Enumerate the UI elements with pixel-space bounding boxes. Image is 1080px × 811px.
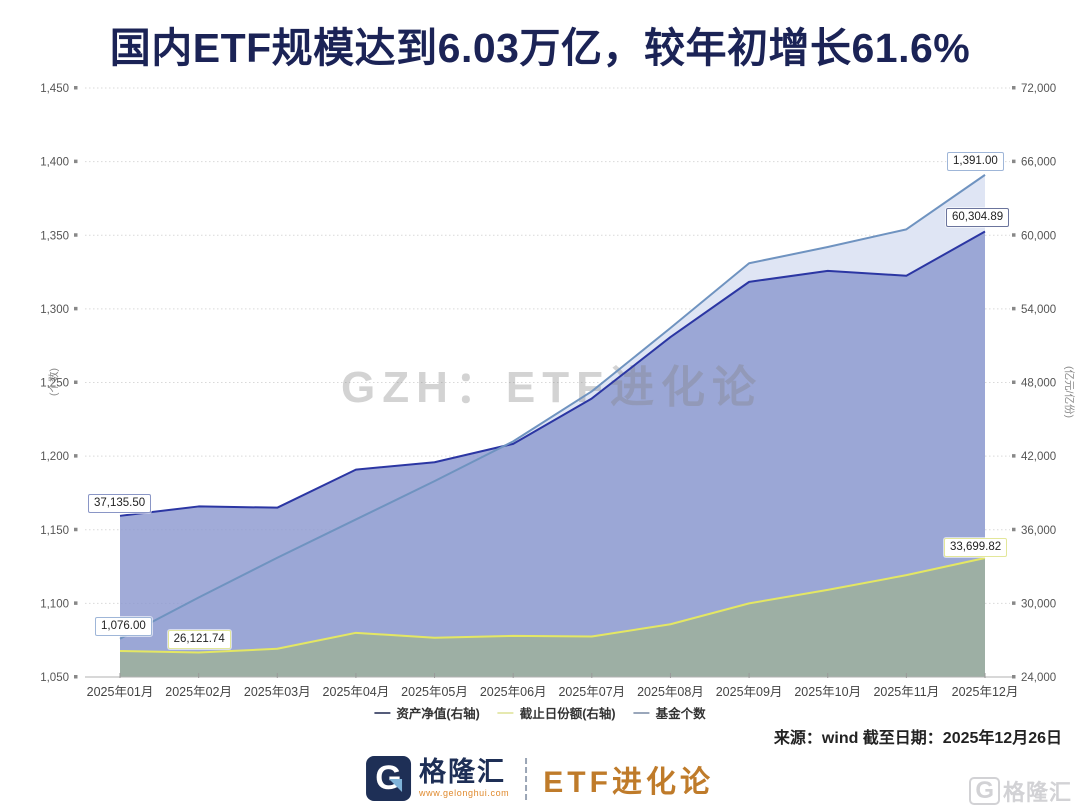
page-title: 国内ETF规模达到6.03万亿，较年初增长61.6% bbox=[109, 25, 971, 71]
legend-item: 截止日份额(右轴) bbox=[497, 703, 616, 722]
left-axis-tick-label: 1,450 bbox=[40, 83, 69, 95]
x-axis-tick-label: 2025年04月 bbox=[323, 685, 390, 699]
right-tick-marker bbox=[1012, 86, 1016, 90]
right-axis-tick-label: 60,000 bbox=[1021, 230, 1056, 242]
left-axis-tick-label: 1,350 bbox=[40, 230, 69, 242]
series-line-2 bbox=[119, 174, 986, 640]
brand-url: www.gelonghui.com bbox=[419, 788, 510, 798]
left-axis-tick-label: 1,400 bbox=[40, 157, 69, 169]
right-tick-marker bbox=[1012, 675, 1016, 679]
left-tick-marker bbox=[74, 675, 78, 679]
legend-item: 基金个数 bbox=[633, 703, 706, 722]
legend-item: 资产净值(右轴) bbox=[374, 703, 480, 722]
x-axis-tick-label: 2025年05月 bbox=[401, 685, 468, 699]
left-axis-tick-label: 1,150 bbox=[40, 525, 69, 537]
right-tick-marker bbox=[1012, 159, 1016, 164]
x-axis-tick-label: 2025年06月 bbox=[480, 685, 547, 699]
left-tick-marker bbox=[74, 601, 78, 605]
source-note: 来源：wind 截至日期：2025年12月26日 bbox=[773, 730, 1062, 747]
left-tick-marker bbox=[74, 454, 78, 458]
x-axis-tick-label: 2025年03月 bbox=[244, 685, 311, 699]
x-axis-tick-label: 2025年01月 bbox=[87, 685, 154, 699]
point-label: 60,304.89 bbox=[946, 207, 1010, 227]
logo-triangle-icon bbox=[389, 779, 403, 792]
left-axis-unit-label: (个数) bbox=[47, 368, 60, 396]
left-axis-tick-label: 1,200 bbox=[40, 451, 69, 463]
series-area-0 bbox=[120, 231, 985, 678]
point-label: 26,121.74 bbox=[167, 630, 231, 650]
series-line-0 bbox=[119, 230, 986, 517]
right-tick-marker bbox=[1012, 527, 1016, 532]
x-axis-tick-label: 2025年09月 bbox=[716, 685, 783, 699]
chart-watermark: GZH：ETF进化论 bbox=[341, 363, 763, 412]
left-tick-marker bbox=[74, 233, 78, 237]
right-axis-tick-label: 54,000 bbox=[1021, 304, 1056, 316]
right-axis-tick-label: 36,000 bbox=[1021, 525, 1056, 537]
left-axis-tick-label: 1,250 bbox=[40, 378, 69, 390]
left-tick-marker bbox=[74, 159, 78, 164]
right-tick-marker bbox=[1012, 233, 1016, 237]
corner-watermark-text: 格隆汇 bbox=[1002, 780, 1072, 805]
right-tick-marker bbox=[1012, 601, 1016, 605]
brand-footer: G 格隆汇 www.gelonghui.com ETF进化论 bbox=[366, 756, 714, 801]
left-tick-marker bbox=[74, 306, 78, 311]
legend-label: 资产净值(右轴) bbox=[396, 707, 480, 721]
legend-dash-icon bbox=[633, 711, 650, 714]
legend-label: 截止日份额(右轴) bbox=[519, 707, 616, 721]
corner-watermark: G 格隆汇 bbox=[969, 775, 1072, 807]
x-axis-tick-label: 2025年12月 bbox=[952, 685, 1019, 699]
series-area-1 bbox=[120, 557, 985, 677]
left-axis-tick-label: 1,050 bbox=[40, 672, 69, 684]
left-tick-marker bbox=[74, 380, 78, 384]
left-tick-marker bbox=[74, 86, 78, 90]
brand-name-block: 格隆汇 www.gelonghui.com bbox=[419, 759, 509, 798]
brand-sub-title: ETF进化论 bbox=[543, 765, 714, 799]
x-axis-tick-label: 2025年10月 bbox=[794, 685, 861, 699]
corner-logo-icon: G bbox=[969, 777, 1000, 805]
series-line-1 bbox=[119, 556, 986, 654]
legend-dash-icon bbox=[497, 711, 514, 714]
point-label: 1,391.00 bbox=[947, 151, 1004, 171]
right-axis-tick-label: 24,000 bbox=[1021, 672, 1056, 684]
x-axis-tick-label: 2025年02月 bbox=[165, 685, 232, 699]
line-chart: 1,050 24,000 1,100 30,000 1,150 36,000 1,200 42… bbox=[40, 83, 1076, 699]
right-axis-tick-label: 72,000 bbox=[1021, 83, 1056, 95]
footer-divider bbox=[525, 757, 528, 800]
brand-name: 格隆汇 bbox=[419, 757, 507, 787]
legend-dash-icon bbox=[374, 711, 391, 714]
left-axis-tick-label: 1,100 bbox=[40, 598, 69, 610]
right-axis-tick-label: 30,000 bbox=[1021, 598, 1056, 610]
right-tick-marker bbox=[1012, 380, 1016, 384]
x-axis-tick-label: 2025年07月 bbox=[558, 685, 625, 699]
point-label: 33,699.82 bbox=[944, 537, 1008, 557]
point-label: 1,076.00 bbox=[95, 616, 152, 636]
left-axis-tick-label: 1,300 bbox=[40, 304, 69, 316]
legend-label: 基金个数 bbox=[655, 707, 706, 721]
left-tick-marker bbox=[74, 527, 78, 532]
right-axis-tick-label: 66,000 bbox=[1021, 157, 1056, 169]
point-label: 37,135.50 bbox=[88, 493, 152, 513]
right-axis-tick-label: 48,000 bbox=[1021, 378, 1056, 390]
right-tick-marker bbox=[1012, 306, 1016, 311]
x-axis-tick-label: 2025年08月 bbox=[637, 685, 704, 699]
gelonghui-logo-icon: G bbox=[366, 756, 412, 801]
chart-legend: 资产净值(右轴) 截止日份额(右轴) 基金个数 bbox=[374, 703, 706, 722]
right-axis-tick-label: 42,000 bbox=[1021, 451, 1056, 463]
right-axis-unit-label: (亿元/亿份) bbox=[1063, 366, 1076, 418]
x-axis-tick-label: 2025年11月 bbox=[873, 685, 939, 699]
right-tick-marker bbox=[1012, 454, 1016, 458]
